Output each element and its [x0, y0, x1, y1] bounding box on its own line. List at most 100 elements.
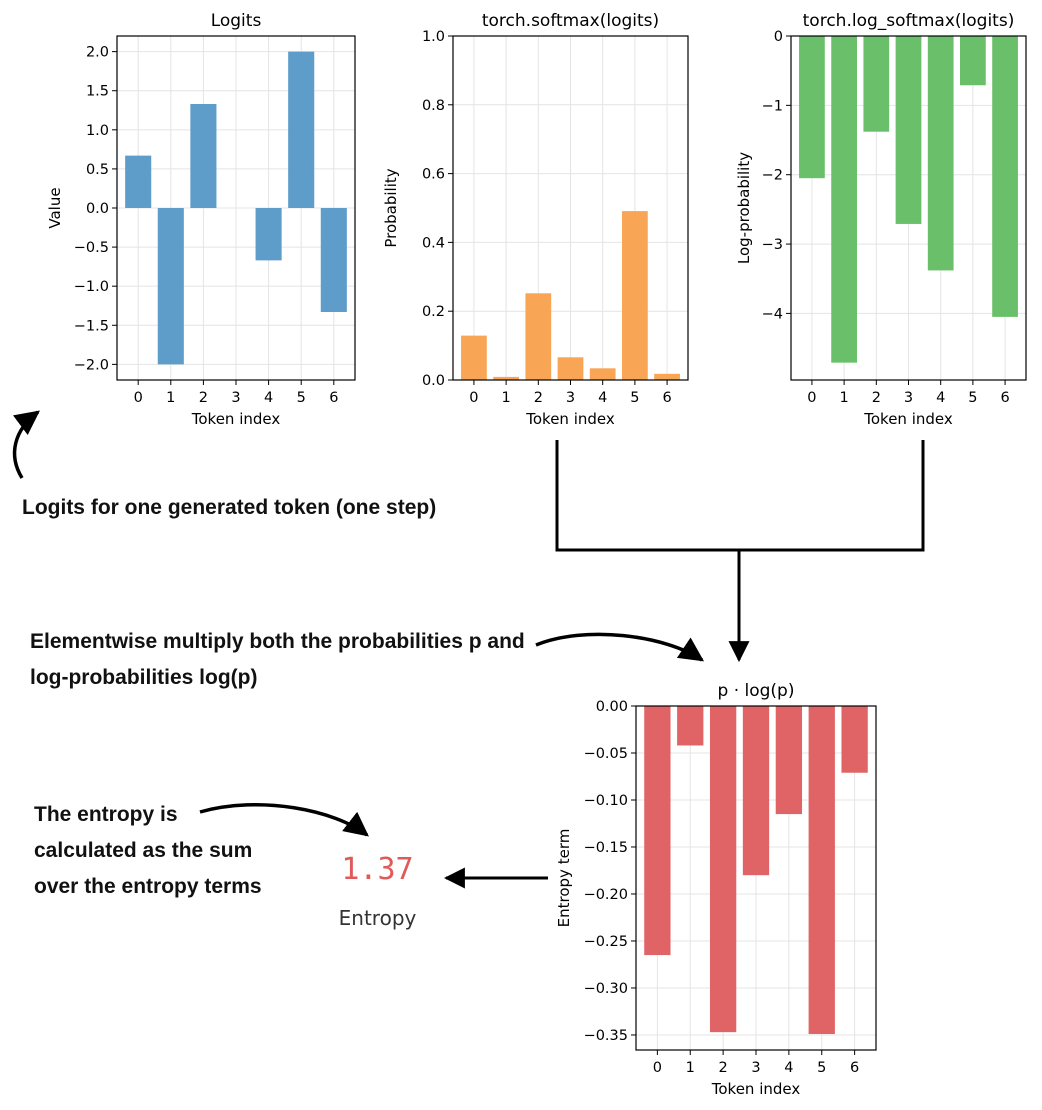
y-tick-label: 0.00 [596, 699, 628, 715]
chart-title: p · log(p) [718, 681, 795, 701]
x-tick-label: 1 [501, 390, 510, 406]
bar-4 [927, 36, 954, 271]
x-axis-label: Token index [863, 410, 953, 428]
bar-5 [960, 36, 986, 86]
bar-0 [644, 706, 671, 956]
bar-0 [461, 335, 487, 380]
x-tick-label: 0 [469, 390, 478, 406]
bar-6 [841, 706, 868, 773]
y-tick-label: −2.0 [74, 357, 109, 373]
curved-arrow-multiply [535, 632, 705, 662]
entropy-annotation-line: over the entropy terms [34, 875, 262, 898]
y-axis-label: Log-probability [735, 152, 753, 264]
bar-0 [125, 155, 152, 208]
x-tick-label: 2 [534, 390, 543, 406]
y-tick-label: −1.0 [74, 279, 109, 295]
entropy-annotation: The entropy is calculated as the sum ove… [34, 797, 262, 905]
entropy-value: 1.37 [341, 852, 414, 887]
multiply-annotation-line: log-probabilities log(p) [30, 666, 258, 689]
y-tick-label: 0.8 [422, 98, 445, 114]
chart-title: torch.log_softmax(logits) [803, 11, 1015, 31]
chart-title: torch.softmax(logits) [482, 11, 659, 31]
multiply-annotation-line: Elementwise multiply both the probabilit… [30, 630, 525, 653]
y-tick-label: 0.4 [422, 235, 445, 251]
x-tick-label: 2 [719, 1060, 728, 1076]
bar-3 [557, 357, 584, 380]
y-tick-label: 1.0 [422, 29, 445, 45]
bar-6 [992, 36, 1018, 317]
y-tick-label: 0.0 [422, 373, 445, 389]
y-tick-label: −2 [762, 168, 783, 184]
connector-from-softmax [555, 440, 925, 552]
y-tick-label: 0.6 [422, 167, 445, 183]
y-tick-label: −0.15 [584, 840, 628, 856]
y-tick-label: 1.0 [86, 123, 109, 139]
y-tick-label: −0.25 [584, 934, 628, 950]
y-tick-label: −4 [762, 306, 783, 322]
entropy-label: Entropy [338, 906, 417, 930]
bar-1 [677, 706, 704, 746]
y-axis-label: Entropy term [555, 829, 573, 928]
bar-6 [654, 373, 680, 380]
x-axis-label: Token index [711, 1080, 801, 1098]
x-tick-label: 1 [839, 390, 848, 406]
entropy-annotation-line: calculated as the sum [34, 839, 253, 862]
bar-3 [742, 706, 770, 876]
x-tick-label: 6 [662, 390, 671, 406]
x-tick-label: 6 [850, 1060, 859, 1076]
x-tick-label: 3 [751, 1060, 760, 1076]
x-tick-label: 4 [936, 390, 945, 406]
y-tick-label: −1 [762, 98, 783, 114]
x-tick-label: 6 [329, 390, 338, 406]
x-tick-label: 0 [807, 390, 816, 406]
chart-panel-0: −2.0 −1.5 −1.0 −0.5 0.0 0.5 1.0 1.5 2.0 0 1 2 3 4 5 6 Lo… [46, 11, 356, 428]
x-tick-label: 1 [166, 390, 175, 406]
x-tick-label: 4 [264, 390, 273, 406]
bar-2 [190, 104, 217, 208]
bar-5 [622, 211, 648, 380]
y-tick-label: 2.0 [86, 45, 109, 61]
x-tick-label: 0 [653, 1060, 662, 1076]
x-axis-label: Token index [525, 410, 615, 428]
x-tick-label: 3 [566, 390, 575, 406]
x-tick-label: 2 [199, 390, 208, 406]
bar-4 [589, 368, 616, 380]
x-tick-label: 3 [904, 390, 913, 406]
x-tick-label: 5 [630, 390, 639, 406]
chart-title: Logits [211, 11, 262, 31]
logits-annotation-line: Logits for one generated token (one step… [22, 496, 437, 519]
y-tick-label: 0 [774, 29, 783, 45]
bar-6 [320, 208, 347, 312]
bar-1 [157, 208, 184, 365]
x-tick-label: 3 [231, 390, 240, 406]
connector-arrows [12, 410, 925, 889]
y-tick-label: 0.5 [86, 162, 109, 178]
x-tick-label: 0 [134, 390, 143, 406]
bar-1 [493, 376, 519, 380]
x-axis-label: Token index [191, 410, 281, 428]
entropy-annotation-line: The entropy is [34, 803, 178, 826]
multiply-annotation: Elementwise multiply both the probabilit… [30, 624, 525, 696]
bar-3 [895, 36, 922, 224]
x-tick-label: 6 [1000, 390, 1009, 406]
bar-0 [799, 36, 825, 179]
y-tick-label: −1.5 [74, 318, 109, 334]
x-tick-label: 2 [872, 390, 881, 406]
y-tick-label: 1.5 [86, 84, 109, 100]
x-tick-label: 4 [784, 1060, 793, 1076]
x-tick-label: 4 [598, 390, 607, 406]
bar-2 [525, 293, 552, 380]
chart-panel-2: −4 −3 −2 −1 0 0 1 2 3 4 5 6 torch.log_softmax(logits… [735, 11, 1027, 428]
y-tick-label: −0.30 [584, 981, 628, 997]
y-tick-label: −0.05 [584, 746, 628, 762]
y-tick-label: −0.35 [584, 1028, 628, 1044]
y-tick-label: −3 [762, 237, 783, 253]
bar-1 [831, 36, 857, 363]
bar-2 [863, 36, 890, 132]
chart-panel-3: −0.35 −0.30 −0.25 −0.20 −0.15 −0.10 −0.05 0.00 0… [555, 681, 877, 1098]
chart-panel-1: 0.0 0.2 0.4 0.6 0.8 1.0 0 1 2 3 4 5 6 torch.softmax(l… [382, 11, 689, 428]
bar-2 [709, 706, 737, 1033]
logits-annotation: Logits for one generated token (one step… [22, 490, 436, 526]
